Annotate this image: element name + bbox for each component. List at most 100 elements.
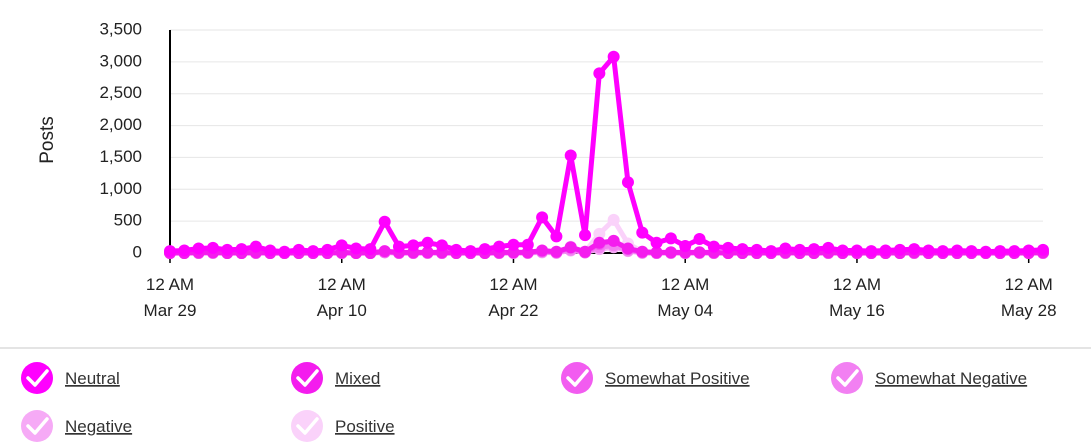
series bbox=[164, 50, 1049, 258]
data-point bbox=[521, 238, 534, 251]
data-point bbox=[221, 243, 234, 256]
y-tick-label: 3,500 bbox=[99, 19, 142, 38]
data-point bbox=[593, 227, 606, 240]
data-point bbox=[378, 245, 391, 258]
y-tick-label: 500 bbox=[114, 211, 142, 230]
legend-check bbox=[836, 369, 859, 387]
data-point bbox=[550, 230, 563, 243]
data-point bbox=[922, 244, 935, 257]
data-point bbox=[478, 243, 491, 256]
legend-icon bbox=[21, 362, 53, 394]
legend-item[interactable]: Mixed bbox=[291, 362, 380, 394]
legend-icon bbox=[291, 362, 323, 394]
data-point bbox=[164, 245, 176, 258]
data-point bbox=[249, 240, 262, 253]
legend-check bbox=[26, 369, 49, 387]
data-point bbox=[1022, 244, 1035, 257]
legend-icon bbox=[561, 362, 593, 394]
data-point bbox=[693, 232, 706, 245]
data-point bbox=[636, 226, 649, 239]
data-point bbox=[951, 244, 964, 257]
legend-label[interactable]: Neutral bbox=[65, 369, 120, 388]
y-tick-label: 0 bbox=[133, 242, 142, 261]
data-point bbox=[621, 176, 634, 189]
data-point bbox=[722, 241, 735, 254]
data-point bbox=[793, 243, 806, 256]
data-point bbox=[664, 232, 677, 245]
data-point bbox=[392, 240, 405, 253]
data-point bbox=[564, 241, 577, 254]
legend-label[interactable]: Mixed bbox=[335, 369, 380, 388]
data-point bbox=[278, 245, 291, 258]
data-point bbox=[593, 236, 606, 249]
data-point bbox=[936, 245, 949, 258]
legend-label[interactable]: Somewhat Negative bbox=[875, 369, 1027, 388]
legend-label[interactable]: Negative bbox=[65, 417, 132, 436]
legend-item[interactable]: Neutral bbox=[21, 362, 120, 394]
legend-label[interactable]: Positive bbox=[335, 417, 395, 436]
x-tick-label: 12 AM Mar 29 bbox=[144, 275, 197, 320]
data-point bbox=[206, 241, 219, 254]
data-point bbox=[879, 244, 892, 257]
x-tick-label: 12 AM May 04 bbox=[657, 275, 713, 320]
legend-check bbox=[26, 417, 49, 435]
data-point bbox=[650, 236, 663, 249]
data-point bbox=[192, 242, 205, 255]
legend-check bbox=[296, 369, 319, 387]
data-point bbox=[707, 240, 720, 253]
legend-icon bbox=[831, 362, 863, 394]
data-point bbox=[292, 243, 305, 256]
y-tick-label: 1,500 bbox=[99, 147, 142, 166]
legend-check bbox=[296, 417, 319, 435]
data-point bbox=[579, 229, 592, 242]
x-tick-label: 12 AM May 16 bbox=[829, 275, 885, 320]
data-point bbox=[536, 211, 549, 224]
data-point bbox=[836, 244, 849, 257]
data-point bbox=[178, 244, 191, 257]
data-point bbox=[893, 243, 906, 256]
data-point bbox=[1008, 245, 1021, 258]
data-point bbox=[850, 244, 863, 257]
data-point bbox=[621, 242, 634, 255]
data-point bbox=[421, 246, 434, 259]
data-point bbox=[607, 234, 620, 247]
series-line bbox=[169, 54, 1044, 255]
data-point bbox=[321, 243, 334, 256]
legend-item[interactable]: Negative bbox=[21, 410, 132, 442]
data-point bbox=[679, 239, 692, 252]
data-point bbox=[450, 243, 463, 256]
data-point bbox=[421, 236, 434, 249]
data-point bbox=[364, 243, 377, 256]
data-point bbox=[493, 240, 506, 253]
data-point bbox=[407, 239, 420, 252]
data-point bbox=[307, 245, 320, 258]
x-tick-label: 12 AM May 28 bbox=[1001, 275, 1057, 320]
data-point bbox=[1037, 243, 1049, 256]
legend-icon bbox=[21, 410, 53, 442]
data-point bbox=[779, 242, 792, 255]
data-point bbox=[350, 242, 363, 255]
y-axis-label: Posts bbox=[37, 116, 58, 164]
y-tick-label: 3,000 bbox=[99, 51, 142, 70]
data-point bbox=[550, 245, 563, 258]
legend-label[interactable]: Somewhat Positive bbox=[605, 369, 750, 388]
data-point bbox=[822, 241, 835, 254]
data-point bbox=[650, 246, 663, 259]
legend-item[interactable]: Positive bbox=[291, 410, 395, 442]
x-tick-label: 12 AM Apr 10 bbox=[317, 275, 367, 320]
legend-icon bbox=[291, 410, 323, 442]
data-point bbox=[865, 245, 878, 258]
legend-check bbox=[566, 369, 589, 387]
data-point bbox=[593, 67, 606, 80]
data-point bbox=[979, 245, 992, 258]
data-point bbox=[693, 246, 706, 259]
data-point bbox=[564, 149, 577, 162]
data-point bbox=[965, 245, 978, 258]
data-point bbox=[808, 243, 821, 256]
y-tick-label: 2,500 bbox=[99, 83, 142, 102]
legend-item[interactable]: Somewhat Positive bbox=[561, 362, 750, 394]
data-point bbox=[536, 244, 549, 257]
data-point bbox=[994, 245, 1007, 258]
legend-item[interactable]: Somewhat Negative bbox=[831, 362, 1027, 394]
